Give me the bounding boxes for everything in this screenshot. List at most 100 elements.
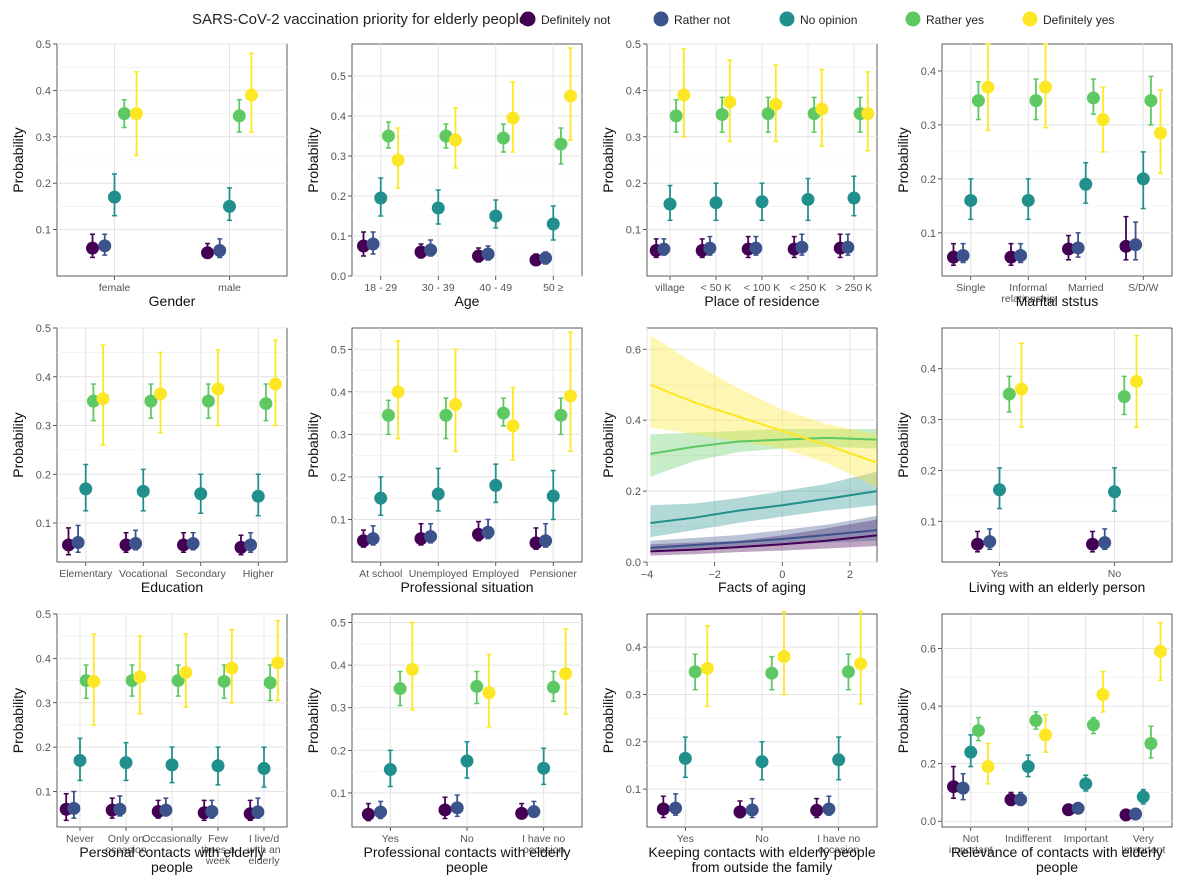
data-point — [1021, 760, 1035, 774]
data-point — [67, 801, 81, 815]
data-point — [96, 392, 110, 406]
x-axis-label: Living with an elderly person — [969, 579, 1146, 595]
x-axis-label: Age — [455, 293, 480, 309]
ci-band — [650, 429, 877, 477]
data-point — [971, 537, 984, 551]
data-point — [506, 419, 520, 433]
x-tick-label: < 50 K — [701, 282, 732, 294]
y-axis-label: Probability — [895, 127, 911, 192]
data-point — [1079, 177, 1093, 191]
data-point — [956, 248, 970, 262]
panel-9: 0.1 0.2 0.3 0.4 0.5 Never Only on occasionOccas… — [10, 609, 288, 875]
x-tick-label: 40 - 49 — [479, 282, 512, 294]
x-axis-label: Professional situation — [400, 579, 533, 595]
y-axis-label: Probability — [895, 688, 911, 753]
x-tick-label: I live/d with an elderly — [246, 833, 280, 867]
x-tick-label: village — [655, 282, 685, 294]
data-point — [506, 111, 520, 125]
data-point — [1117, 390, 1131, 404]
legend-label-0: Definitely not — [541, 13, 611, 27]
series-line — [650, 534, 878, 553]
data-point — [424, 243, 438, 257]
y-tick-label: 0.3 — [36, 698, 51, 710]
ci-band — [650, 519, 877, 556]
data-point — [761, 107, 775, 121]
data-point — [546, 489, 560, 503]
data-point — [251, 805, 265, 819]
y-tick-label: 0.5 — [331, 344, 346, 356]
x-tick-label: 18 - 29 — [364, 282, 397, 294]
data-point — [179, 666, 193, 680]
x-axis-label: Facts of aging — [718, 579, 806, 595]
data-point — [393, 682, 407, 696]
y-tick-label: 0.4 — [921, 701, 936, 713]
data-point — [449, 133, 462, 147]
x-axis-label: Place of residence — [704, 293, 819, 309]
data-point — [1002, 387, 1016, 401]
data-point — [723, 95, 737, 109]
data-point — [841, 240, 855, 254]
data-point — [539, 251, 553, 265]
x-tick-label: Indifferent — [1005, 833, 1052, 845]
data-point — [546, 217, 560, 231]
x-tick-label: Yes — [677, 833, 694, 845]
y-tick-label: 0.5 — [331, 618, 346, 630]
y-tick-label: 0.5 — [36, 39, 51, 51]
y-tick-label: 0.1 — [331, 514, 346, 526]
y-tick-label: 0.2 — [921, 759, 936, 771]
data-point — [1098, 536, 1112, 550]
data-point — [211, 382, 225, 396]
y-tick-label: 0.4 — [921, 66, 936, 78]
data-point — [79, 482, 93, 496]
x-tick-label: Occasionally — [142, 833, 202, 845]
data-point — [947, 780, 960, 794]
y-tick-label: 0.2 — [331, 745, 346, 757]
x-tick-label: > 250 K — [836, 282, 873, 294]
x-axis-label: Relevance of contacts with elderly people — [951, 844, 1163, 875]
y-axis-label: Probability — [10, 688, 26, 753]
data-point — [1029, 94, 1043, 108]
series-line — [650, 436, 878, 455]
data-point — [810, 803, 824, 817]
data-point — [971, 724, 985, 738]
y-tick-label: 0.3 — [921, 415, 936, 427]
legend-key-1 — [653, 11, 669, 27]
y-tick-label: 0.5 — [331, 71, 346, 83]
x-tick-label: No — [755, 833, 769, 845]
data-point — [1014, 248, 1028, 262]
x-tick-label: Yes — [991, 568, 1008, 580]
plot-area — [351, 327, 583, 563]
x-tick-label: Single — [956, 282, 985, 294]
data-point — [374, 805, 388, 819]
data-point — [688, 665, 702, 679]
data-point — [1154, 644, 1167, 658]
y-tick-label: 0.6 — [921, 644, 936, 656]
legend-label-3: Rather yes — [926, 13, 984, 27]
panel-2: 0.0 0.1 0.2 0.3 0.4 0.5 18 - 29 30 - 39 40 - 49 5… — [305, 43, 583, 309]
x-tick-label: −4 — [641, 569, 654, 581]
y-tick-label: 0.0 — [626, 557, 641, 569]
data-point — [663, 197, 677, 211]
data-point — [482, 686, 496, 700]
data-point — [263, 676, 277, 690]
data-point — [136, 484, 150, 498]
data-point — [981, 760, 995, 774]
data-point — [1136, 172, 1150, 186]
data-point — [755, 755, 769, 769]
y-tick-label: 0.0 — [331, 271, 346, 283]
data-point — [489, 478, 503, 492]
y-axis-label: Probability — [10, 412, 26, 477]
data-point — [496, 406, 510, 420]
x-tick-label: 30 - 39 — [422, 282, 455, 294]
data-point — [391, 385, 405, 399]
data-point — [1071, 801, 1085, 815]
data-point — [271, 656, 285, 670]
data-point — [470, 679, 484, 693]
x-axis-label: Professional contacts with elderly people — [364, 844, 571, 875]
legend-key-2 — [779, 11, 795, 27]
y-tick-label: 0.3 — [626, 689, 641, 701]
data-point — [201, 246, 214, 260]
